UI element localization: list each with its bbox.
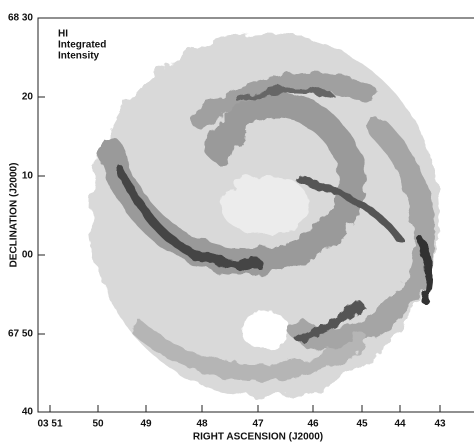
x-tick-label: 48	[196, 419, 208, 430]
x-tick-label: 03 51	[37, 419, 62, 430]
x-axis-label: RIGHT ASCENSION (J2000)	[193, 432, 323, 443]
x-tick-label: 44	[394, 419, 406, 430]
figure: HI Integrated Intensity DECLINATION (J20…	[0, 0, 474, 444]
annotation: HI Integrated Intensity	[58, 29, 106, 62]
annotation-line: Intensity	[58, 51, 100, 62]
y-tick-label: 40	[22, 407, 34, 418]
y-tick-label: 67 50	[8, 329, 33, 340]
y-tick-label: 10	[22, 171, 34, 182]
x-tick-label: 45	[356, 419, 368, 430]
annotation-line: HI	[58, 29, 68, 40]
y-tick-label: 20	[22, 92, 34, 103]
x-tick-label: 46	[307, 419, 319, 430]
y-tick-label: 68 30	[8, 13, 33, 24]
x-ticks: 03 51 50 49 48 47 46 45 44 43	[37, 405, 446, 430]
annotation-line: Integrated	[58, 40, 106, 51]
galaxy-image	[90, 33, 440, 397]
x-tick-label: 47	[252, 419, 264, 430]
x-tick-label: 43	[434, 419, 446, 430]
x-tick-label: 50	[92, 419, 104, 430]
y-axis-label: DECLINATION (J2000)	[9, 163, 20, 268]
y-tick-label: 00	[22, 250, 34, 261]
x-tick-label: 49	[140, 419, 152, 430]
